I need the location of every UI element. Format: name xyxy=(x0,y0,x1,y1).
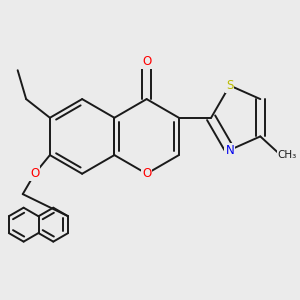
Text: N: N xyxy=(225,143,234,157)
Text: S: S xyxy=(226,79,233,92)
Text: CH₃: CH₃ xyxy=(278,150,297,160)
Text: O: O xyxy=(142,55,151,68)
Text: O: O xyxy=(30,167,39,180)
Text: O: O xyxy=(142,167,151,180)
